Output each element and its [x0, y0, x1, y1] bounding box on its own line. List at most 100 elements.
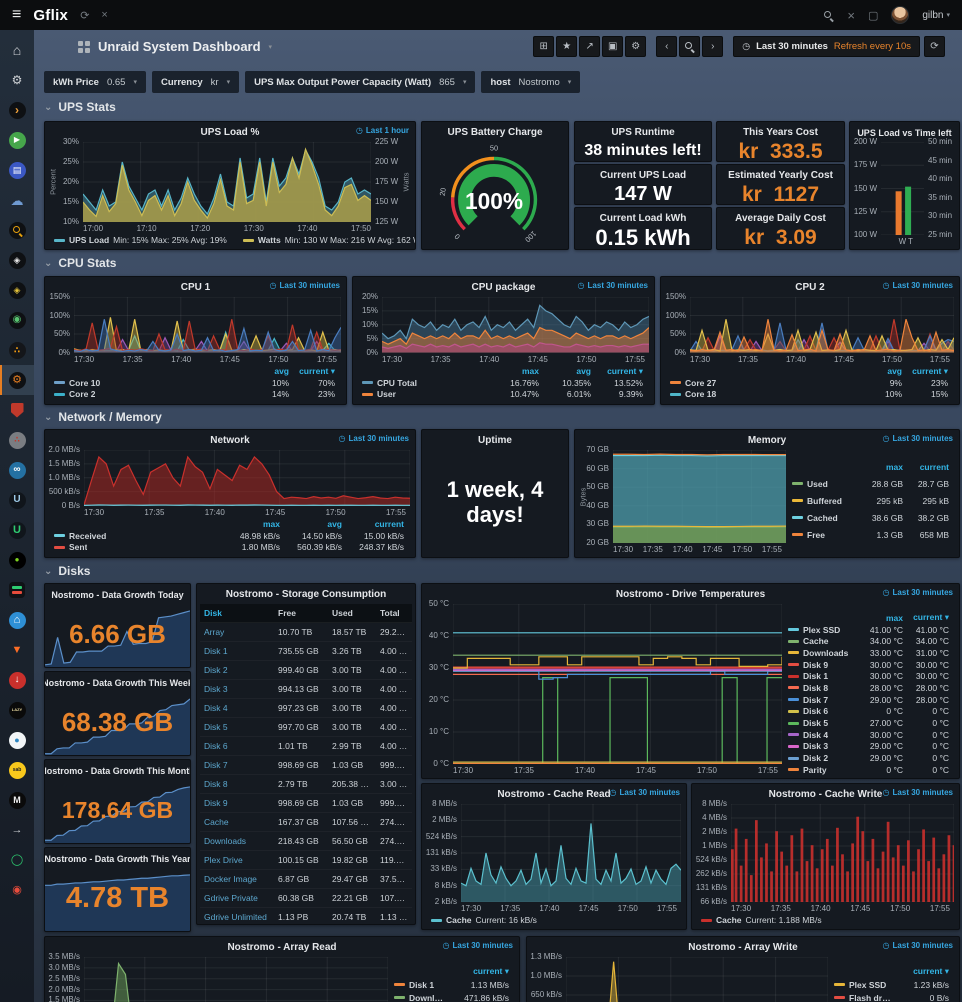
panel-header[interactable]: Estimated Yearly Cost [717, 168, 844, 183]
legend-column-header[interactable]: current ▾ [913, 612, 949, 623]
legend-item[interactable]: Flash drive 0 B/s [834, 991, 949, 1002]
sidebar-app-orange-arrow-icon[interactable]: › [0, 95, 34, 125]
table-row[interactable]: Disk 6 1.01 TB 2.99 TB 4.00 TB [200, 737, 412, 756]
variable-host[interactable]: host Nostromo ▾ [481, 71, 581, 93]
legend-item[interactable]: Sent 1.80 MB/s 560.39 kB/s 248.37 kB/s [54, 542, 404, 554]
zoom-out-button[interactable] [679, 36, 701, 57]
time-forward-button[interactable]: › [702, 36, 724, 57]
table-row[interactable]: Disk 3 994.13 GB 3.00 TB 4.00 TB [200, 680, 412, 699]
table-row[interactable]: Docker Image 6.87 GB 29.47 GB 37.58 GB [200, 870, 412, 889]
panel-header[interactable]: Memory ◷ Last 30 minutes [575, 433, 959, 448]
time-picker[interactable]: ◷ Last 30 minutes Refresh every 10s [733, 36, 920, 57]
legend-column-header[interactable]: current ▾ [473, 966, 509, 976]
sidebar-app-red-shield-icon[interactable] [0, 395, 34, 425]
panel-time-range[interactable]: ◷ Last 30 minutes [578, 281, 648, 290]
sidebar-app-blue-library-icon[interactable]: ▤ [0, 155, 34, 185]
legend-item[interactable]: Core 10 10% 70% [54, 377, 335, 389]
table-row[interactable]: Disk 1 735.55 GB 3.26 TB 4.00 TB [200, 642, 412, 661]
panel-header[interactable]: UPS Battery Charge [422, 125, 568, 140]
plot-area[interactable] [566, 957, 828, 1002]
section-cpu-stats[interactable]: ⌄ CPU Stats [44, 256, 116, 270]
legend-column-header[interactable]: max [521, 366, 539, 377]
panel-header[interactable]: CPU package ◷ Last 30 minutes [353, 280, 654, 295]
user-menu[interactable]: gilbn ▾ [922, 10, 950, 21]
cache-read-chart[interactable]: 8 MB/s 2 MB/s 524 kB/s 131 kB/s 33 kB/s 8 kB/… [425, 800, 681, 926]
sidebar-app-jacket-icon[interactable]: M [0, 785, 34, 815]
table-row[interactable]: Disk 7 998.69 GB 1.03 GB 999.72 GB [200, 756, 412, 775]
legend-item[interactable]: Downloads 471.86 kB/s [394, 991, 509, 1002]
section-ups-stats[interactable]: ⌄ UPS Stats [44, 100, 116, 114]
panel-header[interactable]: Network ◷ Last 30 minutes [45, 433, 415, 448]
sidebar-app-ubiquiti-icon[interactable]: U [0, 485, 34, 515]
sidebar-app-gitlab-icon[interactable]: ▼ [0, 635, 34, 665]
plot-area[interactable] [461, 804, 681, 902]
column-header[interactable]: Free [278, 608, 296, 618]
legend-item[interactable]: UPS Load Min: 15% Max: 25% Avg: 19% [54, 235, 227, 245]
legend-item[interactable]: Used 28.8 GB 28.7 GB [792, 475, 949, 492]
legend-column-header[interactable]: current [374, 519, 404, 530]
legend-item[interactable]: Parity 0 °C 0 °C [788, 764, 949, 775]
plot-area[interactable] [74, 297, 341, 353]
drive-temperatures-chart[interactable]: 50 °C 40 °C 30 °C 20 °C 10 °C 0 °C 17:30 17:35 1… [425, 600, 954, 776]
panel-header[interactable]: Uptime [422, 433, 568, 448]
add-panel-button[interactable]: ⊞ [533, 36, 555, 57]
cache-write-chart[interactable]: 8 MB/s 4 MB/s 2 MB/s 1 MB/s 524 kB/s 262 kB/s… [695, 800, 954, 926]
legend-item[interactable]: User 10.47% 6.01% 9.39% [362, 389, 643, 401]
legend-item[interactable]: Plex SSD 41.00 °C 41.00 °C [788, 624, 949, 636]
variable-kwh-price[interactable]: kWh Price 0.65 ▾ [44, 71, 146, 93]
panel-time-range[interactable]: ◷ Last 30 minutes [610, 788, 680, 797]
legend-item[interactable]: Core 18 10% 15% [670, 389, 948, 401]
cycle-icon[interactable]: ⟳ [80, 9, 90, 22]
panel-header[interactable]: CPU 2 ◷ Last 30 minutes [661, 280, 959, 295]
plot-area[interactable] [84, 450, 410, 506]
dashboard-title-group[interactable]: Unraid System Dashboard ▾ [78, 39, 272, 54]
panel-header[interactable]: Nostromo - Storage Consumption [197, 587, 415, 602]
sidebar-app-github-green-icon[interactable]: ◯ [0, 845, 34, 875]
panel-time-range[interactable]: ◷ Last 30 minutes [883, 941, 953, 950]
sidebar-app-sab-icon[interactable]: sab [0, 755, 34, 785]
panel-header[interactable]: Current Load kWh [575, 211, 711, 226]
table-row[interactable]: Gdrive Private 60.38 GB 22.21 GB 107.37 GB [200, 889, 412, 908]
variable-ups-max-output[interactable]: UPS Max Output Power Capacity (Watt) 865… [245, 71, 476, 93]
plot-area[interactable] [83, 142, 371, 222]
legend-item[interactable]: Cache Current: 16 kB/s [431, 915, 537, 925]
panel-header[interactable]: Nostromo - Drive Temperatures ◷ Last 30 m… [422, 587, 959, 602]
panel-header[interactable]: Current UPS Load [575, 168, 711, 183]
legend-column-header[interactable]: max [885, 612, 903, 623]
panel-header[interactable]: Nostromo - Data Growth This Week [45, 675, 190, 690]
plot-area[interactable] [613, 450, 786, 543]
legend-item[interactable]: Disk 4 30.00 °C 0 °C [788, 729, 949, 741]
legend-column-header[interactable]: current ▾ [607, 365, 643, 376]
legend-item[interactable]: Free 1.3 GB 658 MB [792, 526, 949, 543]
legend-item[interactable]: Disk 5 27.00 °C 0 °C [788, 717, 949, 729]
panel-header[interactable]: UPS Load % ◷ Last 1 hour [45, 125, 415, 140]
panel-header[interactable]: Nostromo - Data Growth This Year [45, 851, 190, 866]
panel-time-range[interactable]: ◷ Last 30 minutes [270, 281, 340, 290]
menu-icon[interactable]: ≡ [12, 6, 22, 23]
sidebar-app-search-yellow-icon[interactable] [0, 215, 34, 245]
legend-item[interactable]: Buffered 295 kB 295 kB [792, 492, 949, 509]
legend-item[interactable]: Cached 38.6 GB 38.2 GB [792, 509, 949, 526]
legend-item[interactable]: Disk 8 28.00 °C 28.00 °C [788, 682, 949, 694]
table-row[interactable]: Cache 167.37 GB 107.56 GB 274.93 GB [200, 813, 412, 832]
legend-item[interactable]: Disk 1 30.00 °C 30.00 °C [788, 670, 949, 682]
sidebar-app-traffic-toggles-icon[interactable] [0, 575, 34, 605]
sidebar-sign-out-icon[interactable]: → [0, 815, 34, 845]
table-row[interactable]: Disk 2 999.40 GB 3.00 TB 4.00 TB [200, 661, 412, 680]
save-button[interactable]: ▣ [602, 36, 624, 57]
ups-load-chart[interactable]: Percent 30% 25% 20% 15% 10% 225 W 200 W 175 W 150… [48, 138, 415, 246]
legend-item[interactable]: CPU Total 16.76% 10.35% 13.52% [362, 377, 643, 389]
sidebar-home-icon[interactable]: ⌂ [0, 35, 34, 65]
cpu2-chart[interactable]: 150% 100% 50% 0% 17:30 17:35 17:40 17:45 17:50 17… [664, 293, 954, 401]
column-header[interactable]: Used [332, 608, 353, 618]
sidebar-app-water-drop-icon[interactable]: ● [0, 725, 34, 755]
table-row[interactable]: Disk 4 997.23 GB 3.00 TB 4.00 TB [200, 699, 412, 718]
table-row[interactable]: Plex Drive 100.15 GB 19.82 GB 119.97 GB [200, 851, 412, 870]
plot-area[interactable] [690, 297, 954, 353]
panel-header[interactable]: CPU 1 ◷ Last 30 minutes [45, 280, 346, 295]
panel-header[interactable]: Nostromo - Array Write ◷ Last 30 minutes [527, 940, 959, 955]
legend-item[interactable]: Disk 7 29.00 °C 28.00 °C [788, 694, 949, 706]
panel-time-range[interactable]: ◷ Last 30 minutes [443, 941, 513, 950]
sidebar-app-red-download-icon[interactable]: ↓ [0, 665, 34, 695]
